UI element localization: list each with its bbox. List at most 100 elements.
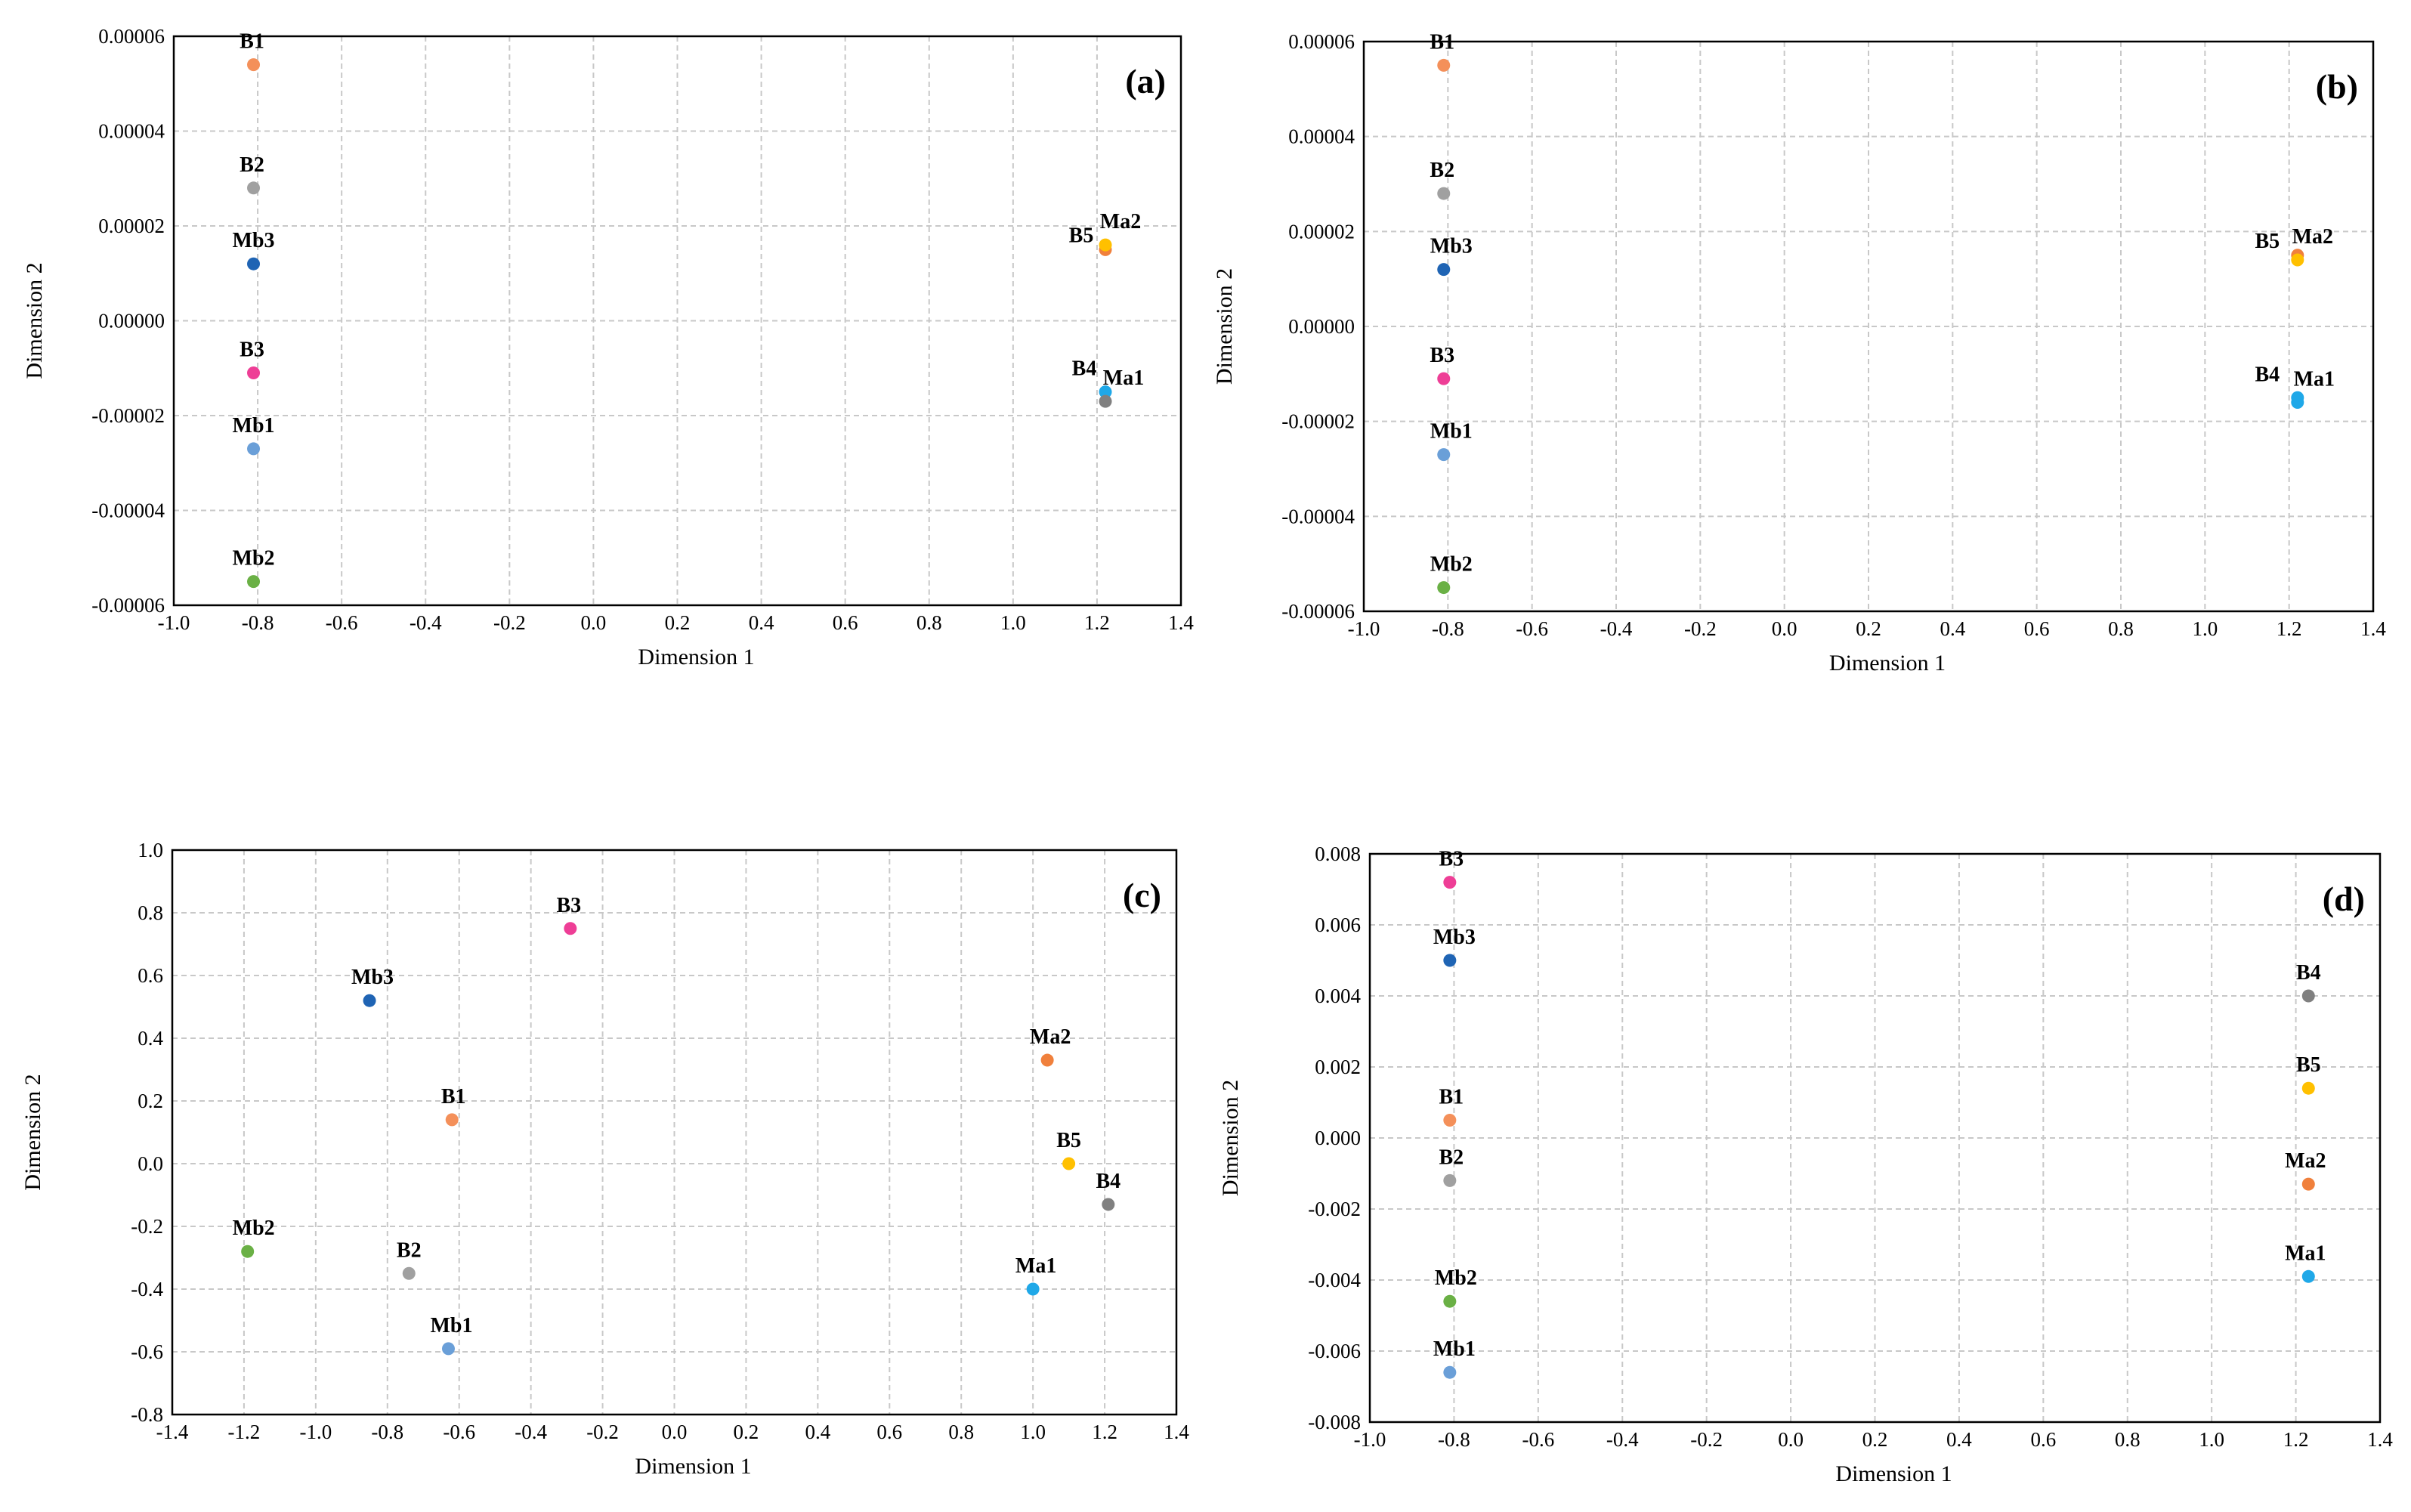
y-axis-title: Dimension 2 bbox=[1218, 1080, 1243, 1196]
x-tick-label: 0.0 bbox=[581, 611, 607, 634]
panel-2: -1.0 -0.8 -0.6 -0.4 -0.2 0.0 0.2 0.4 0.6 0.8 1.0 1.… bbox=[1212, 30, 2386, 676]
y-tick-label: 0.6 bbox=[138, 964, 163, 987]
x-tick-label: 0.2 bbox=[1862, 1428, 1888, 1451]
point-b3 bbox=[1437, 372, 1451, 385]
point-mb3 bbox=[247, 257, 261, 271]
point-ma2 bbox=[1040, 1053, 1054, 1067]
y-tick-label: 0.00006 bbox=[98, 25, 165, 48]
point-label-b4: B4 bbox=[1096, 1170, 1120, 1193]
x-tick-label: 0.2 bbox=[1856, 617, 1881, 640]
point-label-mb3: Mb3 bbox=[1433, 926, 1476, 949]
y-tick-label: 0.0 bbox=[138, 1152, 163, 1175]
x-tick-label: 1.2 bbox=[1092, 1421, 1117, 1443]
point-b5 bbox=[2301, 1081, 2315, 1095]
x-axis-title: Dimension 1 bbox=[638, 645, 754, 669]
x-tick-label: 1.4 bbox=[2367, 1428, 2393, 1451]
y-tick-label: 0.004 bbox=[1315, 985, 1361, 1007]
x-tick-label: -0.8 bbox=[1438, 1428, 1470, 1451]
point-b4 bbox=[1099, 385, 1112, 399]
x-tick-label: 1.0 bbox=[2199, 1428, 2224, 1451]
point-label-b3: B3 bbox=[1430, 344, 1454, 367]
point-b1 bbox=[1443, 1114, 1457, 1127]
point-mb2 bbox=[1443, 1294, 1457, 1308]
plot-frame bbox=[1368, 852, 2382, 1424]
x-tick-label: -0.6 bbox=[1522, 1428, 1554, 1451]
point-label-b3: B3 bbox=[557, 894, 582, 917]
point-b3 bbox=[247, 366, 261, 380]
x-tick-label: 0.2 bbox=[734, 1421, 759, 1443]
x-tick-label: 0.4 bbox=[1946, 1428, 1972, 1451]
y-tick-label: 0.008 bbox=[1315, 843, 1361, 865]
point-b3 bbox=[1443, 876, 1457, 889]
y-tick-label: -0.00004 bbox=[1281, 505, 1355, 527]
x-tick-label: 0.6 bbox=[876, 1421, 902, 1443]
point-mb1 bbox=[441, 1342, 455, 1356]
point-label-b2: B2 bbox=[1430, 159, 1454, 182]
panel-tag: (d) bbox=[2323, 880, 2365, 918]
panel-tag: (a) bbox=[1125, 62, 1166, 100]
x-tick-label: -0.4 bbox=[515, 1421, 547, 1443]
y-tick-label: -0.002 bbox=[1308, 1198, 1361, 1220]
x-tick-label: -1.2 bbox=[228, 1421, 261, 1443]
point-mb2 bbox=[241, 1245, 255, 1258]
point-ma1 bbox=[2291, 396, 2304, 410]
point-label-ma1: Ma1 bbox=[1015, 1254, 1056, 1278]
x-tick-label: 1.4 bbox=[2360, 617, 2386, 640]
point-label-ma1: Ma1 bbox=[2294, 368, 2335, 391]
point-label-b3: B3 bbox=[240, 339, 264, 362]
x-tick-label: 1.2 bbox=[2283, 1428, 2309, 1451]
point-label-mb1: Mb1 bbox=[430, 1314, 472, 1337]
point-mb2 bbox=[1437, 581, 1451, 595]
point-mb3 bbox=[1437, 263, 1451, 277]
point-label-mb2: Mb2 bbox=[233, 1217, 275, 1240]
point-label-mb2: Mb2 bbox=[1430, 553, 1473, 577]
y-tick-label: -0.2 bbox=[131, 1215, 163, 1238]
y-tick-label: -0.8 bbox=[131, 1403, 163, 1426]
y-tick-label: -0.00006 bbox=[1281, 600, 1355, 623]
point-mb3 bbox=[363, 994, 376, 1007]
point-label-ma2: Ma2 bbox=[1030, 1025, 1071, 1049]
point-mb1 bbox=[247, 442, 261, 456]
point-label-b1: B1 bbox=[240, 30, 264, 54]
y-axis-title: Dimension 2 bbox=[22, 262, 47, 379]
point-b2 bbox=[247, 181, 261, 195]
y-tick-label: -0.006 bbox=[1308, 1340, 1361, 1362]
y-tick-label: 0.006 bbox=[1315, 914, 1361, 936]
x-tick-label: 0.2 bbox=[665, 611, 691, 634]
point-b1 bbox=[1437, 58, 1451, 72]
y-tick-label: 0.2 bbox=[138, 1090, 163, 1112]
point-label-b4: B4 bbox=[2296, 961, 2321, 985]
x-tick-label: -0.4 bbox=[1600, 617, 1633, 640]
point-b4 bbox=[2301, 989, 2315, 1003]
point-b4 bbox=[1102, 1198, 1115, 1211]
x-tick-label: 0.4 bbox=[805, 1421, 830, 1443]
point-label-b2: B2 bbox=[1439, 1146, 1464, 1169]
x-tick-label: 0.8 bbox=[916, 611, 942, 634]
x-tick-label: -0.8 bbox=[242, 611, 274, 634]
x-tick-label: 1.4 bbox=[1168, 611, 1194, 634]
point-b3 bbox=[564, 922, 577, 935]
panel-1: -1.0 -0.8 -0.6 -0.4 -0.2 0.0 0.2 0.4 0.6 0.8 1.0 1.… bbox=[22, 25, 1194, 669]
x-tick-label: 1.4 bbox=[1164, 1421, 1189, 1443]
x-tick-label: -0.8 bbox=[371, 1421, 403, 1443]
x-tick-label: -0.6 bbox=[326, 611, 358, 634]
x-axis-title: Dimension 1 bbox=[1829, 651, 1946, 676]
x-tick-label: 0.6 bbox=[2024, 617, 2050, 640]
x-tick-label: 1.0 bbox=[1000, 611, 1026, 634]
point-label-ma1: Ma1 bbox=[1103, 366, 1144, 390]
x-tick-label: -0.4 bbox=[410, 611, 442, 634]
x-tick-label: 0.0 bbox=[1772, 617, 1797, 640]
x-axis-title: Dimension 1 bbox=[1835, 1461, 1952, 1486]
point-mb2 bbox=[247, 575, 261, 589]
panel-tag: (b) bbox=[2316, 67, 2358, 106]
point-b5 bbox=[1062, 1157, 1076, 1170]
point-ma2 bbox=[2301, 1177, 2315, 1191]
y-tick-label: -0.00006 bbox=[91, 594, 165, 617]
y-tick-label: 0.00002 bbox=[1288, 220, 1355, 243]
x-tick-label: -0.6 bbox=[1516, 617, 1548, 640]
x-tick-label: -0.2 bbox=[586, 1421, 619, 1443]
point-label-mb3: Mb3 bbox=[351, 966, 394, 989]
x-tick-label: 0.0 bbox=[662, 1421, 688, 1443]
point-label-b2: B2 bbox=[240, 153, 264, 177]
